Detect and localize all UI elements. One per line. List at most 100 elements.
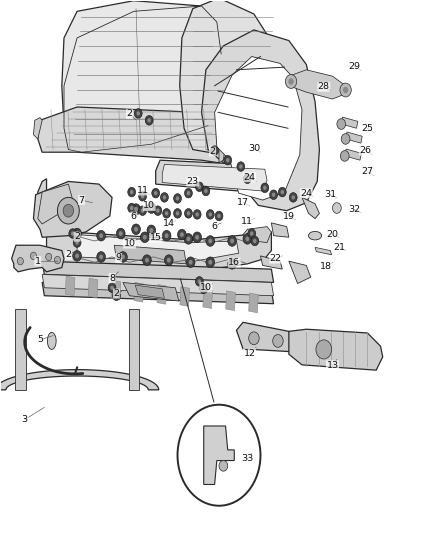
- Circle shape: [71, 231, 74, 236]
- Text: 14: 14: [163, 220, 175, 229]
- Circle shape: [73, 251, 81, 261]
- Circle shape: [340, 83, 351, 97]
- Polygon shape: [249, 293, 258, 313]
- Text: 8: 8: [109, 273, 115, 282]
- Polygon shape: [129, 309, 139, 390]
- Text: 20: 20: [326, 230, 339, 239]
- Circle shape: [154, 191, 157, 195]
- Circle shape: [99, 233, 103, 238]
- Circle shape: [143, 235, 147, 240]
- Circle shape: [253, 239, 257, 243]
- Circle shape: [204, 189, 208, 193]
- Text: 25: 25: [361, 124, 374, 133]
- Circle shape: [173, 193, 181, 203]
- Polygon shape: [203, 289, 212, 309]
- Circle shape: [187, 191, 190, 195]
- Text: 30: 30: [248, 144, 260, 153]
- Polygon shape: [135, 285, 164, 298]
- Circle shape: [239, 164, 243, 169]
- Circle shape: [149, 206, 153, 211]
- Circle shape: [202, 186, 210, 196]
- Text: 15: 15: [150, 233, 162, 243]
- Circle shape: [215, 211, 223, 221]
- Circle shape: [97, 252, 106, 262]
- Text: 11: 11: [137, 186, 148, 195]
- Circle shape: [143, 255, 151, 265]
- Circle shape: [332, 203, 341, 213]
- Circle shape: [57, 197, 79, 224]
- Circle shape: [152, 188, 159, 198]
- Polygon shape: [272, 223, 289, 237]
- Text: 5: 5: [37, 335, 43, 344]
- Circle shape: [108, 283, 116, 293]
- Circle shape: [213, 149, 216, 153]
- Text: 6: 6: [131, 212, 137, 221]
- Circle shape: [230, 239, 234, 244]
- Circle shape: [184, 233, 193, 244]
- Circle shape: [165, 211, 168, 215]
- Circle shape: [272, 192, 276, 197]
- Circle shape: [69, 229, 77, 238]
- Polygon shape: [289, 329, 383, 370]
- Text: 17: 17: [237, 198, 249, 207]
- Text: 9: 9: [116, 254, 122, 262]
- Text: 10: 10: [143, 201, 155, 211]
- Circle shape: [206, 257, 215, 268]
- Circle shape: [113, 291, 120, 301]
- Circle shape: [46, 253, 52, 261]
- Circle shape: [279, 187, 286, 197]
- Polygon shape: [289, 261, 311, 284]
- Circle shape: [63, 204, 74, 217]
- Polygon shape: [33, 118, 42, 139]
- Text: 13: 13: [326, 361, 339, 370]
- Circle shape: [195, 277, 203, 286]
- Polygon shape: [65, 276, 75, 296]
- Polygon shape: [226, 291, 235, 311]
- Circle shape: [75, 240, 79, 245]
- Circle shape: [337, 119, 346, 130]
- Circle shape: [167, 258, 171, 263]
- Polygon shape: [42, 261, 274, 282]
- Circle shape: [128, 187, 136, 197]
- Circle shape: [147, 203, 155, 213]
- Circle shape: [165, 233, 169, 238]
- Circle shape: [206, 209, 214, 219]
- Circle shape: [263, 185, 267, 190]
- Text: 2: 2: [65, 251, 71, 260]
- Polygon shape: [114, 245, 186, 264]
- Polygon shape: [38, 179, 272, 272]
- Circle shape: [164, 255, 173, 265]
- Circle shape: [270, 190, 278, 199]
- Circle shape: [200, 284, 208, 294]
- Circle shape: [243, 233, 252, 244]
- Polygon shape: [134, 282, 144, 302]
- Circle shape: [202, 287, 205, 291]
- Circle shape: [139, 191, 147, 201]
- Circle shape: [145, 116, 153, 125]
- Circle shape: [245, 237, 249, 241]
- Circle shape: [115, 294, 118, 298]
- Circle shape: [141, 194, 145, 198]
- Circle shape: [246, 176, 249, 181]
- Circle shape: [173, 208, 181, 218]
- Circle shape: [198, 184, 201, 189]
- Circle shape: [186, 257, 195, 268]
- Polygon shape: [315, 247, 332, 255]
- Circle shape: [184, 208, 192, 218]
- Circle shape: [195, 235, 199, 240]
- Circle shape: [117, 228, 125, 239]
- Text: 2: 2: [74, 232, 80, 241]
- Circle shape: [75, 254, 79, 259]
- Polygon shape: [33, 181, 112, 237]
- Text: 24: 24: [244, 173, 255, 182]
- Polygon shape: [38, 184, 73, 224]
- Text: 24: 24: [300, 189, 312, 198]
- Circle shape: [130, 190, 134, 194]
- Polygon shape: [42, 274, 274, 296]
- Text: 31: 31: [324, 190, 336, 199]
- Circle shape: [162, 230, 171, 241]
- Circle shape: [156, 208, 159, 213]
- Circle shape: [288, 78, 293, 85]
- Circle shape: [160, 192, 168, 202]
- Text: 12: 12: [244, 349, 255, 358]
